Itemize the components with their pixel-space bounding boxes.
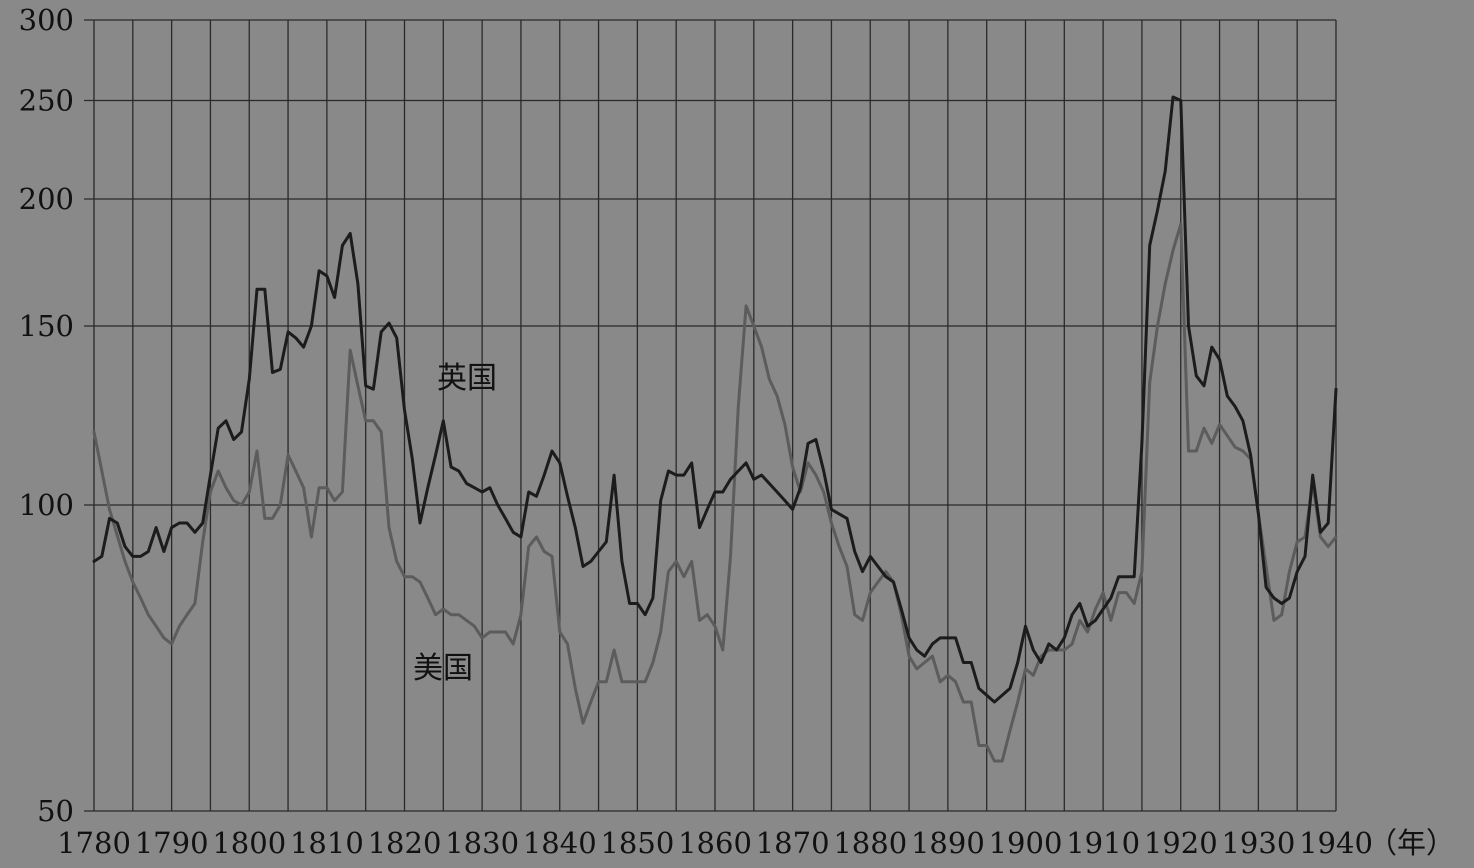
series-lines (92, 95, 1338, 763)
y-tick-label: 100 (19, 488, 74, 522)
x-tick-label: 1790 (135, 826, 209, 860)
x-tick-label: 1840 (523, 826, 597, 860)
x-tick-label: 1920 (1144, 826, 1218, 860)
x-tick-label: 1930 (1221, 826, 1295, 860)
y-tick-label: 250 (19, 83, 74, 117)
x-tick-label: 1810 (290, 826, 364, 860)
x-tick-label: 1850 (600, 826, 674, 860)
series-label-uk: 英国 (437, 361, 497, 396)
x-axis-label: （年） (1368, 826, 1455, 860)
x-tick-label: 1940 (1299, 826, 1373, 860)
x-tick-label: 1870 (756, 826, 830, 860)
y-tick-label: 50 (37, 794, 74, 828)
y-tick-label: 200 (19, 182, 74, 216)
y-tick-label: 150 (19, 309, 74, 343)
series-label-us: 美国 (413, 651, 473, 686)
x-tick-label: 1800 (212, 826, 286, 860)
series-line-us (92, 222, 1338, 763)
x-tick-label: 1890 (911, 826, 985, 860)
x-tick-label: 1860 (678, 826, 752, 860)
x-tick-label: 1820 (368, 826, 442, 860)
x-tick-label: 1830 (445, 826, 519, 860)
x-tick-label: 1910 (1066, 826, 1140, 860)
y-axis-tick-labels: 50 100 150 200 250 300 (19, 3, 74, 828)
x-tick-label: 1880 (833, 826, 907, 860)
horizontal-gridlines (84, 19, 1336, 812)
vertical-gridlines (93, 20, 1337, 811)
y-tick-label: 300 (19, 3, 74, 37)
x-tick-label: 1900 (989, 826, 1063, 860)
series-line-uk (92, 95, 1338, 704)
x-tick-label: 1780 (57, 826, 131, 860)
x-axis-tick-labels: 1780 1790 1800 1810 1820 1830 1840 1850 1860 1870… (57, 826, 1373, 860)
